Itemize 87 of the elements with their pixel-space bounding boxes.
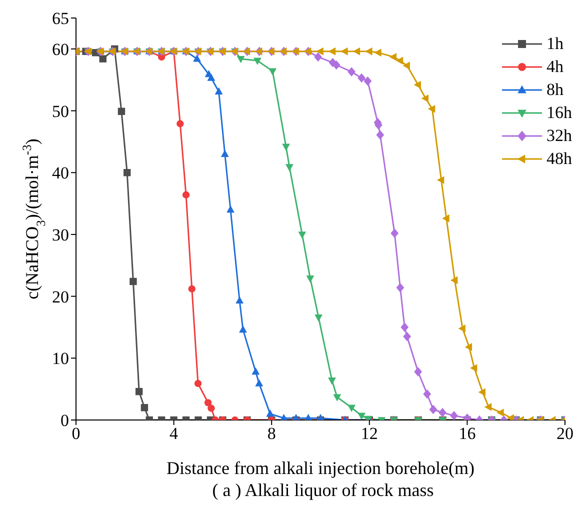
y-tick-label: 30 xyxy=(52,225,69,244)
point xyxy=(376,130,384,140)
point xyxy=(124,169,131,176)
point xyxy=(182,191,190,198)
point xyxy=(268,68,277,76)
text: ( a ) Alkali liquor of rock mass xyxy=(211,480,435,501)
point xyxy=(414,367,422,376)
point xyxy=(118,108,126,115)
point xyxy=(436,176,444,184)
y-tick-label: 20 xyxy=(52,287,69,306)
legend-label: 48h xyxy=(546,148,572,170)
point xyxy=(253,58,262,65)
point xyxy=(458,324,466,332)
point xyxy=(429,404,438,414)
point xyxy=(193,54,201,62)
legend-label: 32h xyxy=(546,125,572,147)
x-axis-title: Distance from alkali injection borehole(m) xyxy=(166,458,474,478)
point xyxy=(220,150,229,157)
point xyxy=(194,380,202,388)
legend-label: 8h xyxy=(546,79,564,101)
point xyxy=(414,80,421,89)
point xyxy=(332,60,340,70)
point xyxy=(438,408,446,418)
y-tick-label: 0 xyxy=(60,411,69,430)
point xyxy=(306,275,314,283)
point xyxy=(400,322,409,332)
point xyxy=(390,228,399,238)
x-tick-label: 12 xyxy=(360,424,378,444)
point xyxy=(214,87,223,94)
point xyxy=(226,205,234,213)
point xyxy=(266,409,274,417)
point xyxy=(282,144,290,151)
x-tick-label: 8 xyxy=(267,424,276,444)
point xyxy=(316,47,324,56)
point xyxy=(374,48,382,57)
point xyxy=(484,403,492,411)
y-tick-label: 65 xyxy=(52,9,69,28)
point xyxy=(352,47,360,56)
y-tick-label: 40 xyxy=(52,164,69,183)
point xyxy=(285,164,294,172)
y-tick-label: 60 xyxy=(52,40,69,59)
point xyxy=(464,343,472,351)
point xyxy=(348,67,356,76)
point xyxy=(207,74,216,81)
point xyxy=(364,76,372,86)
point xyxy=(470,364,478,372)
point xyxy=(428,104,436,113)
point xyxy=(176,120,184,128)
point xyxy=(140,404,148,412)
point xyxy=(298,232,306,239)
point xyxy=(358,73,366,83)
point xyxy=(188,285,196,292)
point xyxy=(396,56,404,65)
point xyxy=(421,94,429,102)
point xyxy=(396,282,404,292)
point xyxy=(316,414,324,420)
point xyxy=(478,388,486,396)
point xyxy=(99,55,106,62)
point xyxy=(208,404,215,412)
point xyxy=(340,47,348,56)
point xyxy=(365,47,372,56)
x-tick-label: 16 xyxy=(458,424,476,444)
point xyxy=(236,56,245,64)
point xyxy=(450,276,458,284)
point xyxy=(252,367,260,375)
point xyxy=(403,332,412,342)
point xyxy=(255,379,264,386)
legend-label: 1h xyxy=(546,33,564,55)
y-tick-label: 10 xyxy=(52,349,69,368)
point xyxy=(236,296,244,304)
point xyxy=(450,410,458,420)
x-tick-label: 20 xyxy=(556,424,574,444)
point xyxy=(442,214,450,222)
x-tick-label: 4 xyxy=(170,424,179,444)
point xyxy=(423,389,432,399)
point xyxy=(389,53,396,61)
legend-label: 16h xyxy=(546,102,572,124)
point xyxy=(130,278,137,286)
point xyxy=(292,414,300,420)
point xyxy=(314,52,322,62)
point xyxy=(135,388,143,396)
legend-label: 4h xyxy=(546,56,564,78)
point xyxy=(402,62,410,70)
point xyxy=(204,399,212,406)
point xyxy=(328,47,336,56)
point xyxy=(239,325,247,333)
y-tick-label: 50 xyxy=(52,102,69,121)
